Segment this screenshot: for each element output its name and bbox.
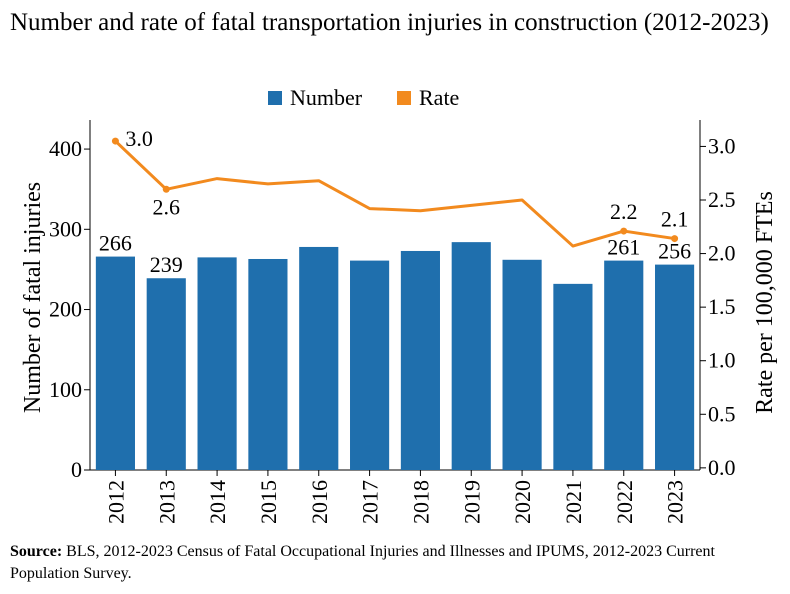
bar — [350, 260, 390, 470]
legend-label: Number — [290, 85, 363, 110]
rate-value-label: 2.1 — [661, 207, 689, 232]
rate-point — [671, 235, 679, 243]
bar — [248, 258, 288, 470]
chart-legend: Number Rate — [268, 85, 459, 110]
rate-series — [111, 137, 679, 248]
bar — [655, 264, 695, 470]
legend-label: Rate — [419, 85, 459, 110]
y-axis-title: Number of fatal injuries — [20, 182, 46, 413]
left-tick-label: 200 — [49, 297, 82, 322]
right-tick-label: 3.0 — [708, 133, 736, 158]
bar — [553, 283, 593, 470]
x-tick-label: 2021 — [561, 480, 586, 524]
right-tick-label: 2.0 — [708, 241, 736, 266]
x-tick-label: 2015 — [256, 480, 281, 524]
left-tick-label: 100 — [49, 377, 82, 402]
bar-value-label: 266 — [99, 231, 132, 256]
x-tick-label: 2013 — [154, 480, 179, 524]
bar — [299, 246, 339, 470]
source-note: Source: BLS, 2012-2023 Census of Fatal O… — [10, 541, 780, 585]
bar — [146, 278, 186, 470]
rate-value-label: 3.0 — [125, 126, 152, 151]
right-tick-label: 2.5 — [708, 187, 736, 212]
rate-line — [114, 139, 675, 248]
legend-swatch — [268, 91, 282, 105]
x-tick-label: 2018 — [408, 480, 433, 524]
bar — [95, 256, 135, 470]
bar-value-label: 261 — [607, 235, 640, 260]
source-label: Source: — [10, 543, 63, 560]
rate-point — [111, 137, 119, 145]
x-tick-label: 2012 — [103, 480, 128, 524]
rate-point — [162, 185, 170, 193]
x-tick-label: 2017 — [358, 480, 383, 524]
rate-point — [620, 227, 628, 235]
chart-title: Number and rate of fatal transportation … — [10, 9, 769, 36]
data-labels: 266 239 261 256 3.0 2.6 2.2 2.1 — [99, 126, 691, 277]
bar — [197, 257, 237, 470]
x-tick-label: 2020 — [510, 480, 535, 524]
x-tick-label: 2023 — [663, 480, 688, 524]
rate-value-label: 2.2 — [610, 199, 638, 224]
bar — [502, 259, 542, 470]
right-tick-label: 0.5 — [708, 401, 736, 426]
left-tick-label: 300 — [49, 216, 82, 241]
left-tick-label: 400 — [49, 136, 82, 161]
x-tick-label: 2019 — [459, 480, 484, 524]
left-tick-label: 0 — [71, 457, 82, 482]
x-tick-label: 2014 — [205, 480, 230, 524]
chart-axes: 0 100 200 300 400 0.0 0.5 1.0 1.5 2.0 2.5 3.0 2012 20… — [20, 120, 778, 524]
y2-axis-title: Rate per 100,000 FTEs — [752, 191, 778, 414]
bar-value-label: 239 — [150, 252, 183, 277]
bar — [604, 260, 644, 470]
legend-swatch — [397, 91, 411, 105]
right-tick-label: 1.5 — [708, 294, 736, 319]
bar-value-label: 256 — [658, 239, 691, 264]
source-text: BLS, 2012-2023 Census of Fatal Occupatio… — [10, 543, 715, 582]
bar-series — [95, 242, 695, 470]
x-tick-label: 2016 — [307, 480, 332, 524]
bar — [400, 250, 440, 470]
right-tick-label: 1.0 — [708, 348, 736, 373]
bar — [451, 242, 491, 470]
rate-value-label: 2.6 — [153, 194, 181, 219]
right-tick-label: 0.0 — [708, 455, 736, 480]
x-tick-label: 2022 — [612, 480, 637, 524]
